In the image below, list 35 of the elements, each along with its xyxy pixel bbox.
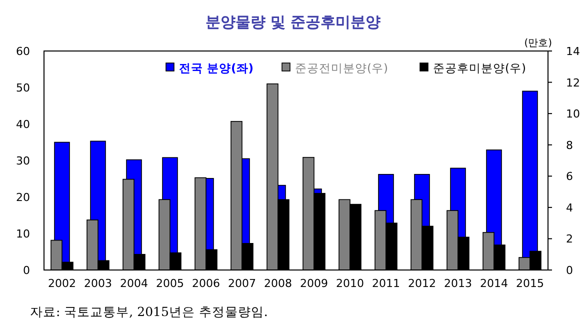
x-tick-label: 2009 [300,277,328,290]
x-tick-label: 2003 [84,277,112,290]
y2-tick-label: 2 [566,232,573,246]
y2-tick-label: 8 [566,138,573,152]
x-tick-label: 2015 [516,277,544,290]
y-tick-label: 40 [16,118,30,131]
y2-tick-label: 10 [566,108,580,121]
x-tick-label: 2010 [336,277,364,290]
chart-title: 분양물량 및 준공후미분양 [205,13,381,31]
y-tick-label: 60 [16,45,30,58]
y-tick-label: 50 [16,82,30,94]
y2-tick-label: 12 [566,76,580,90]
text: 자료: 국토교통부, 2015년은 추정물량임. [30,304,268,319]
x-tick-label: 2011 [372,277,400,290]
y2-tick-label: 14 [566,45,580,58]
x-tick-label: 2005 [156,277,184,290]
y-tick-label: 10 [16,228,30,240]
x-tick-label: 2006 [192,277,220,290]
x-tick-label: 2002 [48,277,76,290]
y2-axis-title: (만호) [524,38,552,49]
legend-label: 준공후미분양(우) [433,61,526,75]
y2-tick-label: 4 [566,201,573,214]
y-tick-label: 30 [16,154,30,168]
y-tick-label: 0 [23,264,30,277]
y2-tick-label: 0 [566,264,573,277]
x-tick-label: 2008 [264,277,292,290]
legend-label: 전국 분양(좌) [179,61,254,75]
x-tick-label: 2012 [408,277,436,290]
x-tick-label: 2004 [120,277,148,290]
x-tick-label: 2007 [228,277,256,290]
x-tick-label: 2014 [480,277,508,290]
legend-label: 준공전미분양(우) [295,61,388,75]
y2-tick-label: 6 [566,170,573,184]
x-tick-label: 2013 [444,277,472,290]
y-tick-label: 20 [16,191,30,204]
